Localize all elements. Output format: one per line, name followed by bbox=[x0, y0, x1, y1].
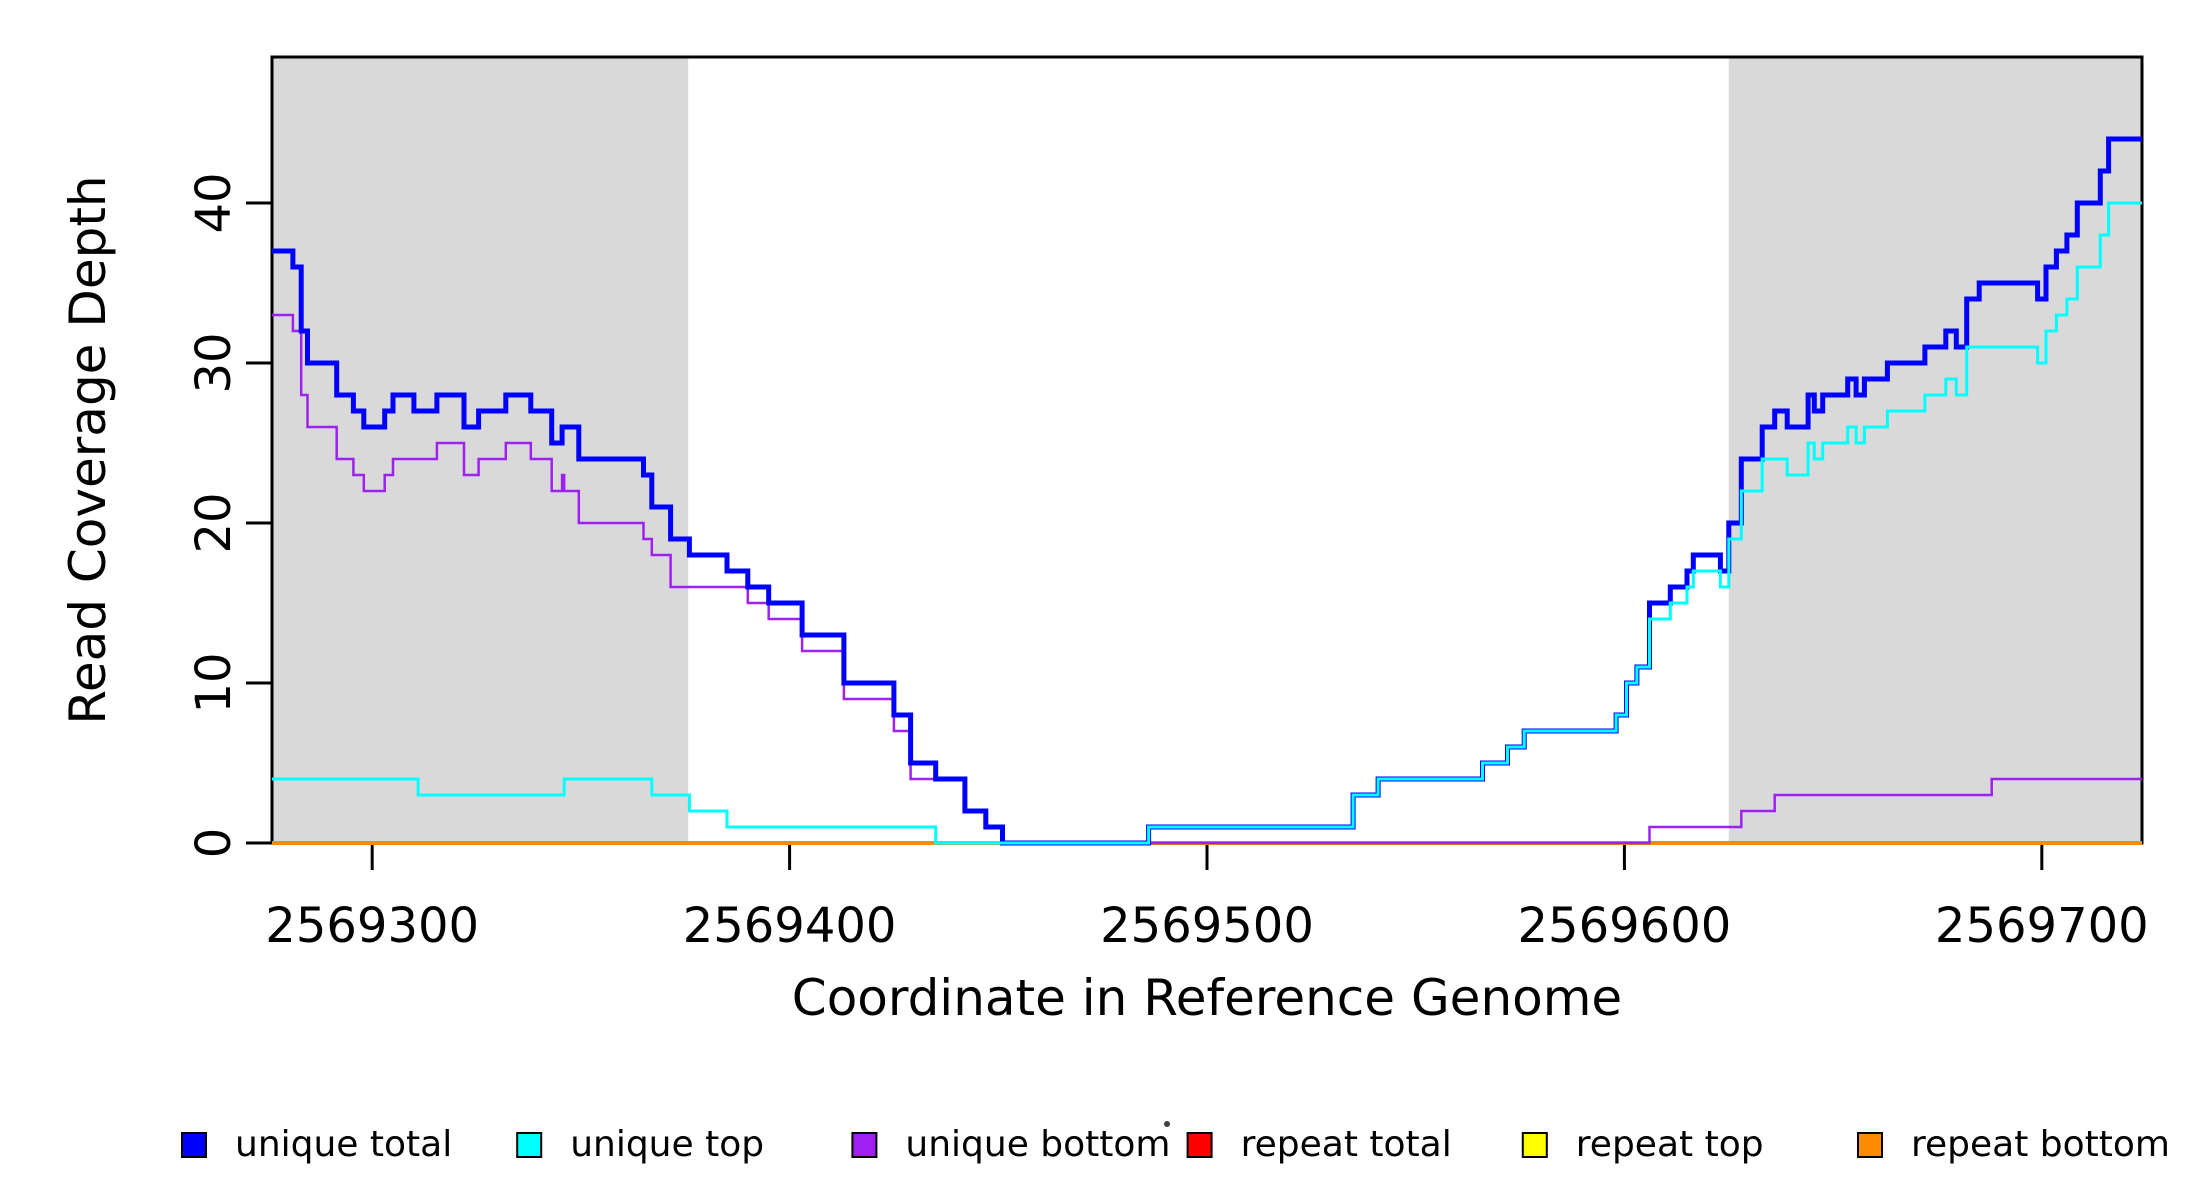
x-tick-label-2569700: 2569700 bbox=[1935, 898, 2149, 954]
legend-swatch-unique-total bbox=[181, 1132, 207, 1158]
legend-label-unique-total: unique total bbox=[235, 1124, 452, 1165]
shaded-band-0 bbox=[272, 57, 689, 843]
y-axis-title: Read Coverage Depth bbox=[59, 175, 117, 724]
x-tick-label-2569400: 2569400 bbox=[683, 898, 897, 954]
shaded-band-1 bbox=[1728, 57, 2142, 843]
legend-item-unique-top: unique top bbox=[516, 1124, 764, 1165]
y-tick-label-40: 40 bbox=[186, 172, 242, 233]
legend-item-repeat-bottom: repeat bottom bbox=[1857, 1124, 2170, 1165]
shaded-regions bbox=[272, 57, 2142, 843]
legend-label-repeat-top: repeat top bbox=[1576, 1124, 1764, 1165]
legend-item-unique-total: unique total bbox=[181, 1124, 452, 1165]
legend-swatch-repeat-bottom bbox=[1857, 1132, 1883, 1158]
legend-swatch-unique-top bbox=[516, 1132, 543, 1158]
legend-label-unique-top: unique top bbox=[570, 1124, 764, 1165]
y-tick-label-0: 0 bbox=[186, 828, 242, 859]
legend-item-repeat-total: repeat total bbox=[1186, 1124, 1452, 1165]
legend-label-repeat-bottom: repeat bottom bbox=[1911, 1124, 2170, 1165]
legend-stray-dot bbox=[1164, 1121, 1170, 1127]
series-line-unique-top bbox=[272, 201, 2142, 845]
legend-swatch-repeat-total bbox=[1186, 1132, 1213, 1158]
legend: unique total unique top unique bottom repea… bbox=[181, 1124, 2170, 1165]
legend-swatch-unique-bottom bbox=[851, 1132, 878, 1158]
x-tick-label-2569500: 2569500 bbox=[1100, 898, 1314, 954]
y-tick-label-20: 20 bbox=[186, 492, 242, 553]
legend-swatch-repeat-top bbox=[1521, 1132, 1548, 1158]
series-lines bbox=[272, 136, 2142, 846]
axes: 0 10 20 30 40 2569300 2569400 2569500 2569600 256… bbox=[186, 172, 2149, 954]
x-tick-label-2569300: 2569300 bbox=[265, 898, 479, 954]
legend-label-unique-bottom: unique bottom bbox=[905, 1124, 1170, 1165]
y-tick-label-30: 30 bbox=[186, 332, 242, 393]
x-axis-title: Coordinate in Reference Genome bbox=[792, 969, 1622, 1027]
legend-label-repeat-total: repeat total bbox=[1241, 1124, 1452, 1165]
legend-item-repeat-top: repeat top bbox=[1521, 1124, 1764, 1165]
x-tick-label-2569600: 2569600 bbox=[1518, 898, 1732, 954]
y-tick-label-10: 10 bbox=[186, 652, 242, 713]
legend-item-unique-bottom: unique bottom bbox=[851, 1124, 1171, 1165]
